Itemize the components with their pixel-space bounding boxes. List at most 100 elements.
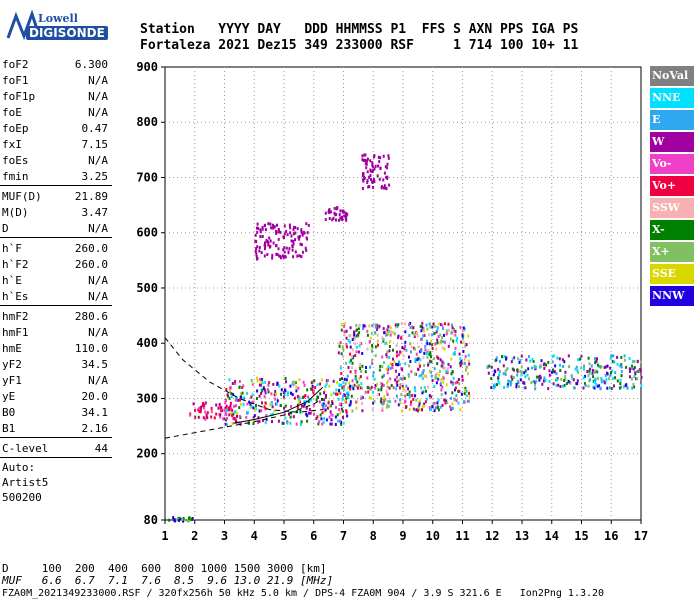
echo-point: [453, 333, 456, 337]
echo-point: [389, 333, 392, 337]
echo-point: [247, 411, 249, 414]
echo-point: [358, 377, 361, 381]
echo-point: [587, 356, 590, 360]
echo-point: [327, 401, 330, 405]
echo-point: [364, 324, 367, 328]
echo-point: [319, 392, 322, 396]
echo-point: [199, 408, 202, 412]
echo-point: [273, 225, 276, 229]
echo-point: [294, 231, 297, 235]
echo-point: [443, 322, 446, 326]
echo-point: [442, 366, 445, 370]
header-labels: Station YYYY DAY DDD HHMMSS P1 FFS S AXN…: [140, 22, 579, 37]
echo-point: [562, 365, 565, 368]
param-row: yF2 34.5: [0, 356, 112, 372]
echo-point: [572, 378, 575, 382]
echo-point: [339, 209, 342, 213]
echo-point: [606, 364, 609, 368]
digisonde-logo: Lowell DIGISONDE: [2, 4, 122, 54]
echo-point: [439, 358, 442, 362]
echo-point: [534, 380, 537, 384]
echo-point: [323, 398, 326, 402]
echo-point: [336, 381, 339, 385]
echo-point: [458, 389, 461, 393]
echo-point: [435, 372, 438, 376]
echo-point: [452, 376, 455, 380]
echo-point: [463, 389, 466, 392]
echo-point: [232, 412, 235, 416]
echo-point: [464, 344, 467, 348]
echo-point: [296, 254, 299, 258]
trace-cluster: [254, 222, 310, 261]
echo-point: [302, 404, 305, 408]
echo-point: [426, 327, 429, 331]
echo-point: [428, 322, 431, 326]
echo-point: [460, 361, 463, 365]
param-row: foF2 6.300: [0, 56, 112, 72]
echo-point: [267, 222, 270, 226]
echo-point: [463, 392, 466, 396]
echo-point: [443, 340, 446, 344]
echo-point: [258, 249, 261, 253]
echo-point: [640, 384, 643, 388]
echo-point: [275, 231, 278, 235]
echo-point: [285, 230, 288, 233]
echo-point: [433, 385, 436, 388]
echo-point: [345, 410, 348, 414]
echo-point: [359, 362, 362, 366]
x-tick-label: 4: [251, 529, 258, 543]
echo-point: [531, 366, 534, 370]
echo-point: [556, 356, 559, 360]
echo-point: [187, 518, 190, 522]
echo-point: [264, 380, 267, 384]
echo-point: [281, 254, 284, 258]
param-row: yF1 N/A: [0, 372, 112, 388]
echo-point: [386, 328, 389, 332]
echo-point: [334, 415, 337, 419]
echo-point: [427, 348, 430, 352]
echo-point: [401, 346, 404, 350]
echo-point: [410, 345, 413, 349]
echo-point: [264, 388, 267, 392]
echo-point: [555, 372, 558, 376]
echo-point: [556, 378, 559, 382]
echo-point: [513, 368, 515, 372]
echo-point: [344, 399, 347, 403]
echo-point: [614, 371, 617, 375]
echo-point: [567, 379, 570, 383]
echo-point: [353, 383, 356, 387]
echo-point: [334, 423, 337, 426]
echo-point: [468, 362, 471, 366]
echo-point: [264, 241, 266, 245]
param-row: foE N/A: [0, 104, 112, 120]
echo-point: [366, 333, 369, 337]
echo-point: [404, 322, 407, 326]
echo-point: [419, 358, 422, 362]
echo-point: [561, 358, 564, 362]
echo-point: [424, 400, 427, 404]
echo-point: [385, 333, 388, 337]
echo-point: [449, 405, 451, 409]
echo-point: [347, 386, 350, 390]
echo-point: [316, 415, 319, 419]
echo-point: [589, 367, 592, 371]
param-name: foF2: [2, 58, 29, 71]
param-name: MUF(D): [2, 190, 42, 203]
echo-point: [382, 186, 385, 190]
echo-point: [303, 383, 306, 387]
echo-point: [261, 235, 264, 238]
param-value: 2.16: [81, 422, 109, 435]
echo-point: [328, 384, 331, 388]
echo-point: [329, 210, 332, 214]
echo-point: [445, 370, 448, 373]
echo-point: [395, 369, 397, 373]
echo-point: [418, 401, 421, 405]
echo-point: [551, 360, 554, 364]
echo-point: [366, 159, 368, 163]
x-tick-label: 11: [455, 529, 469, 543]
echo-point: [378, 177, 381, 181]
echo-point: [498, 373, 500, 377]
echo-point: [495, 358, 498, 362]
echo-point: [431, 379, 434, 382]
echo-point: [368, 175, 371, 179]
